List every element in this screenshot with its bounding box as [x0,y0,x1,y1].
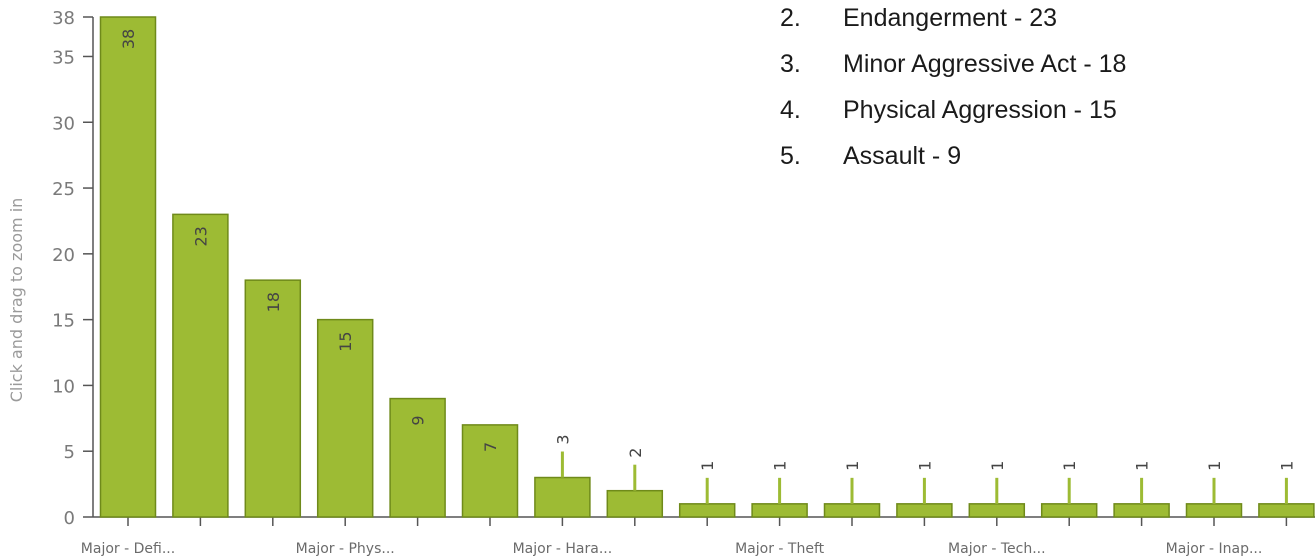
bar[interactable] [1113,503,1170,518]
ranking-list: 2. Endangerment - 23 3. Minor Aggressive Ac… [780,4,1126,170]
bar-value-label: 38 [119,29,138,49]
bar-value-label: 1 [1277,461,1296,471]
list-item-text: Physical Aggression - 15 [843,96,1117,124]
list-item-number: 2. [780,4,801,32]
bar-value-label: 18 [264,292,283,312]
bar-value-label: 1 [698,461,717,471]
y-tick-label: 38 [52,8,75,29]
y-axis-label: Click and drag to zoom in [7,198,26,403]
bar[interactable] [461,424,519,518]
bar[interactable] [244,279,302,518]
bar[interactable] [534,476,591,518]
bar[interactable] [606,489,664,518]
bar-value-label: 9 [409,415,428,425]
bar-value-label: 23 [191,226,210,246]
bar[interactable] [678,503,736,518]
bar-value-label: 1 [1133,461,1152,471]
x-tick-label: Major - Hara... [513,541,613,556]
bar-series[interactable]: 38 23 18 15 9 7 3 2 1 1 1 1 1 1 1 1 1 [99,16,1315,518]
y-tick-label: 0 [64,508,75,529]
bar[interactable] [1185,503,1243,518]
x-tick-label: Major - Inap... [1166,541,1263,556]
x-tick-label: Major - Theft [735,541,825,556]
list-item-number: 4. [780,96,801,124]
bar[interactable] [823,503,881,518]
x-tick-label: Major - Defi... [81,541,175,556]
x-tick-label: Major - Tech... [948,541,1046,556]
bar[interactable] [751,503,808,518]
bar[interactable] [1258,503,1315,518]
bar[interactable] [896,503,953,518]
bar-value-label: 1 [988,461,1007,471]
y-tick-label: 20 [52,245,75,266]
bar-value-label: 1 [915,461,934,471]
list-item-text: Assault - 9 [843,142,961,170]
y-tick-label: 35 [52,47,75,68]
y-tick-label: 10 [52,376,75,397]
x-axis: Major - Defi... Major - Phys... Major - Ha… [81,516,1315,556]
list-item-text: Endangerment - 23 [843,4,1057,32]
bar-value-label: 1 [1205,461,1224,471]
y-tick-label: 30 [52,113,75,134]
bar[interactable] [316,318,374,518]
bar-value-label: 1 [843,461,862,471]
x-tick-label: Major - Phys... [296,541,395,556]
bar-value-label: 15 [336,331,355,351]
list-item-number: 3. [780,50,801,78]
list-item-number: 5. [780,142,801,170]
bar[interactable] [99,16,157,518]
y-tick-label: 15 [52,311,75,332]
y-axis: 0 5 10 15 20 25 30 35 38 [52,8,94,529]
bar-value-label: 2 [626,448,645,458]
bar-value-label: 1 [771,461,790,471]
list-item-text: Minor Aggressive Act - 18 [843,50,1126,78]
bar-value-label: 3 [553,434,572,444]
bar[interactable] [389,397,446,518]
bar[interactable] [1040,503,1098,518]
bar-value-label: 7 [481,442,500,452]
bar[interactable] [968,503,1026,518]
bar[interactable] [172,213,229,518]
y-tick-label: 25 [52,179,75,200]
y-tick-label: 5 [64,442,75,463]
bar-value-label: 1 [1060,461,1079,471]
